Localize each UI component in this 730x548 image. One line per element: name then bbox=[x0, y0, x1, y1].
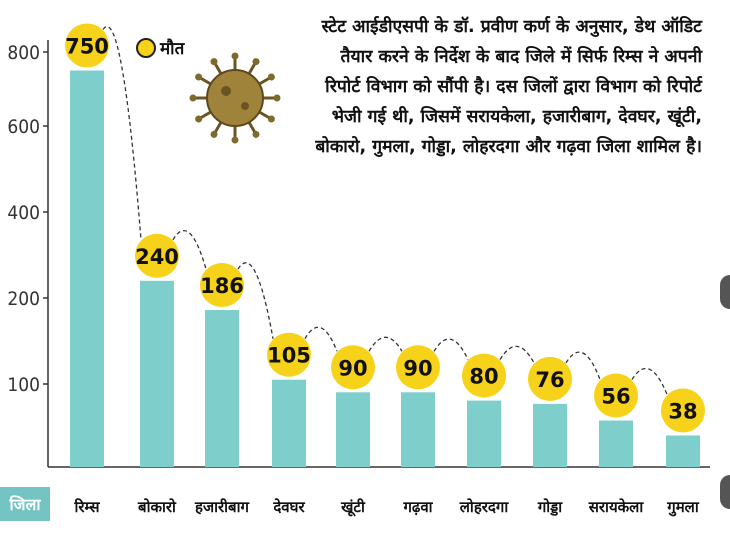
annotation-text: स्टेट आईडीएसपी के डॉ. प्रवीण कर्ण के अनु… bbox=[315, 17, 702, 157]
bubble-connector bbox=[499, 345, 535, 364]
x-tick-label: रिम्स bbox=[73, 498, 100, 516]
value-bubble bbox=[661, 388, 705, 433]
virus-spike-tip bbox=[267, 115, 275, 123]
data-label: 90 bbox=[338, 356, 367, 380]
legend-swatch bbox=[136, 37, 156, 58]
scroll-handle[interactable] bbox=[720, 475, 730, 509]
x-tick-label: खूंटी bbox=[340, 498, 366, 517]
value-bubble bbox=[65, 23, 109, 68]
virus-spike-tip bbox=[267, 73, 275, 81]
value-bubble bbox=[594, 373, 638, 418]
virus-spot bbox=[221, 86, 231, 96]
data-label: 76 bbox=[535, 368, 564, 392]
value-bubble bbox=[331, 345, 375, 390]
legend: मौत bbox=[136, 36, 184, 59]
x-tick-label: हजारीबाग bbox=[194, 498, 249, 516]
bubble-connector bbox=[631, 367, 668, 395]
bar bbox=[205, 310, 239, 467]
y-tick-label: 600 bbox=[7, 116, 40, 138]
bar bbox=[666, 435, 700, 467]
bubble-connector bbox=[304, 326, 338, 352]
data-label: 240 bbox=[135, 245, 179, 269]
bar bbox=[336, 392, 370, 467]
bar bbox=[401, 392, 435, 467]
x-tick-label: गुमला bbox=[666, 498, 700, 517]
x-axis-badge: जिला bbox=[0, 487, 50, 521]
virus-spike-tip bbox=[210, 130, 218, 138]
x-tick-label: देवघर bbox=[272, 498, 305, 516]
data-label: 80 bbox=[469, 365, 498, 389]
data-label: 90 bbox=[403, 356, 432, 380]
data-label: 38 bbox=[668, 399, 697, 423]
data-label: 186 bbox=[200, 274, 244, 298]
bar bbox=[70, 70, 104, 467]
y-tick-label: 800 bbox=[7, 42, 40, 64]
virus-icon bbox=[206, 69, 264, 127]
y-tick-label: 200 bbox=[7, 288, 40, 310]
virus-spike-tip bbox=[195, 115, 203, 123]
value-bubble bbox=[462, 353, 506, 398]
virus-spike-tip bbox=[273, 94, 281, 102]
virus-spike-tip bbox=[189, 94, 197, 102]
bubble-connector bbox=[368, 336, 403, 352]
virus-spike-tip bbox=[231, 136, 239, 144]
bubble-connector bbox=[565, 351, 601, 380]
virus-spike-tip bbox=[252, 58, 260, 66]
value-bubble bbox=[267, 332, 311, 377]
x-tick-label: बोकारो bbox=[137, 498, 177, 516]
data-label: 750 bbox=[65, 35, 109, 59]
bubble-connector bbox=[433, 338, 469, 360]
data-label: 105 bbox=[267, 344, 311, 368]
bar bbox=[467, 400, 501, 467]
data-label: 56 bbox=[601, 385, 630, 409]
x-tick-label: लोहरदगा bbox=[459, 498, 510, 516]
bar bbox=[272, 379, 306, 467]
virus-spot bbox=[241, 102, 249, 110]
value-bubble bbox=[528, 356, 572, 401]
value-bubble bbox=[135, 233, 179, 278]
bubble-connector bbox=[237, 262, 274, 339]
value-bubble bbox=[396, 345, 440, 390]
virus-spike-tip bbox=[210, 58, 218, 66]
bar bbox=[599, 420, 633, 467]
virus-spike-tip bbox=[231, 52, 239, 60]
virus-spike-tip bbox=[252, 130, 260, 138]
x-tick-label: गढ़वा bbox=[402, 498, 433, 516]
scroll-handle[interactable] bbox=[720, 275, 730, 309]
bar bbox=[533, 403, 567, 467]
bar bbox=[140, 280, 174, 467]
bubble-connector bbox=[102, 26, 142, 240]
value-bubble bbox=[200, 263, 244, 308]
virus-spike-tip bbox=[195, 73, 203, 81]
legend-label: मौत bbox=[160, 39, 185, 59]
y-tick-label: 100 bbox=[7, 374, 40, 396]
x-tick-label: गोड्डा bbox=[537, 498, 563, 516]
y-tick-label: 400 bbox=[7, 202, 40, 224]
x-tick-label: सरायकेला bbox=[588, 498, 645, 516]
bubble-connector bbox=[172, 229, 207, 270]
